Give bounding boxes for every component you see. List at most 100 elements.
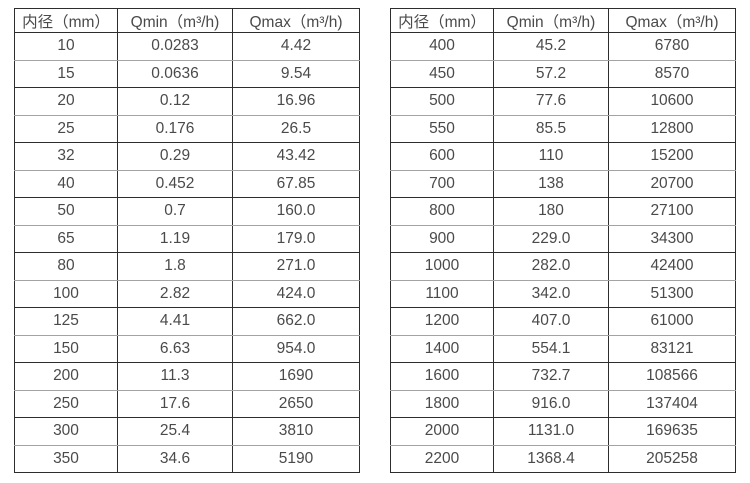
table-row: 15 0.0636 9.54 <box>14 60 360 88</box>
table-cell: 550 <box>390 115 494 143</box>
table-row: 150 6.63 954.0 <box>14 335 360 363</box>
table-cell: 40 <box>14 170 118 198</box>
table-row: 125 4.41 662.0 <box>14 307 360 336</box>
table-cell: 554.1 <box>493 335 609 363</box>
table-body: 10 0.0283 4.42 15 0.0636 9.54 20 0.12 16.96 25 0.1… <box>14 32 360 473</box>
table-row: 80 1.8 271.0 <box>14 252 360 281</box>
table-cell: 662.0 <box>232 307 360 336</box>
table-row: 50 0.7 160.0 <box>14 197 360 226</box>
table-cell: 34.6 <box>117 445 233 473</box>
table-cell: 100 <box>14 280 118 308</box>
table-cell: 20700 <box>608 170 736 198</box>
flow-spec-table-left: 内径（mm） Qmin（m³/h) Qmax（m³/h) 10 0.0283 4.4… <box>14 8 360 473</box>
table-row: 1600 732.7 108566 <box>390 362 736 391</box>
table-row: 350 34.6 5190 <box>15 445 360 473</box>
table-cell: 137404 <box>608 390 736 418</box>
table-row: 25 0.176 26.5 <box>14 115 360 143</box>
table-cell: 2650 <box>232 390 360 418</box>
table-row: 500 77.6 10600 <box>390 87 736 116</box>
col-header-inner-diameter: 内径（mm） <box>390 8 494 33</box>
table-cell: 108566 <box>608 362 736 391</box>
table-cell: 85.5 <box>493 115 609 143</box>
table-cell: 8570 <box>608 60 736 88</box>
table-cell: 16.96 <box>232 87 360 116</box>
table-cell: 1200 <box>390 307 494 336</box>
table-cell: 4.42 <box>232 32 360 61</box>
table-row: 1000 282.0 42400 <box>390 252 736 281</box>
table-cell: 169635 <box>608 417 736 446</box>
table-cell: 2000 <box>390 417 494 446</box>
col-header-qmin: Qmin（m³/h) <box>117 8 233 33</box>
table-row: 100 2.82 424.0 <box>14 280 360 308</box>
table-row: 250 17.6 2650 <box>14 390 360 418</box>
table-cell: 11.3 <box>117 362 233 391</box>
table-cell: 0.0636 <box>117 60 233 88</box>
table-cell: 27100 <box>608 197 736 226</box>
table-cell: 2200 <box>424 449 460 467</box>
table-row: 1400 554.1 83121 <box>390 335 736 363</box>
table-cell: 350 <box>53 449 79 467</box>
table-cell: 15 <box>14 60 118 88</box>
table-row: 550 85.5 12800 <box>390 115 736 143</box>
table-cell: 32 <box>14 142 118 171</box>
table-cell: 271.0 <box>232 252 360 281</box>
table-row: 2000 1131.0 169635 <box>390 417 736 446</box>
table-cell: 2.82 <box>117 280 233 308</box>
table-cell: 25.4 <box>117 417 233 446</box>
table-cell: 67.85 <box>232 170 360 198</box>
table-cell: 700 <box>390 170 494 198</box>
table-cell: 34300 <box>608 225 736 253</box>
table-cell: 450 <box>390 60 494 88</box>
table-row: 800 180 27100 <box>390 197 736 226</box>
table-cell: 9.54 <box>232 60 360 88</box>
table-cell: 65 <box>14 225 118 253</box>
flow-spec-table-right: 内径（mm） Qmin（m³/h) Qmax（m³/h) 400 45.2 6780… <box>390 8 736 473</box>
table-cell: 12800 <box>608 115 736 143</box>
table-cell: 180 <box>493 197 609 226</box>
table-cell: 179.0 <box>232 225 360 253</box>
table-cell: 424.0 <box>232 280 360 308</box>
table-cell: 0.452 <box>117 170 233 198</box>
table-cell: 6780 <box>608 32 736 61</box>
table-cell: 6.63 <box>117 335 233 363</box>
table-cell: 15200 <box>608 142 736 171</box>
table-cell: 1.8 <box>117 252 233 281</box>
table-cell: 0.0283 <box>117 32 233 61</box>
table-row: 2200 1368.4 205258 <box>391 445 736 473</box>
table-cell: 80 <box>14 252 118 281</box>
table-row: 700 138 20700 <box>390 170 736 198</box>
table-cell: 5190 <box>232 445 360 473</box>
table-row: 400 45.2 6780 <box>390 32 736 61</box>
table-cell: 51300 <box>608 280 736 308</box>
col-header-qmax: Qmax（m³/h) <box>608 8 736 33</box>
table-cell: 1100 <box>390 280 494 308</box>
header-row: 内径（mm） Qmin（m³/h) Qmax（m³/h) <box>14 8 360 33</box>
table-cell: 342.0 <box>493 280 609 308</box>
table-row: 40 0.452 67.85 <box>14 170 360 198</box>
table-cell: 200 <box>14 362 118 391</box>
table-cell: 205258 <box>608 445 736 473</box>
table-cell: 138 <box>493 170 609 198</box>
table-cell: 1131.0 <box>493 417 609 446</box>
table-cell: 42400 <box>608 252 736 281</box>
table-row: 65 1.19 179.0 <box>14 225 360 253</box>
table-cell: 26.5 <box>232 115 360 143</box>
table-cell: 500 <box>390 87 494 116</box>
table-row: 20 0.12 16.96 <box>14 87 360 116</box>
table-row: 1200 407.0 61000 <box>390 307 736 336</box>
table-cell: 600 <box>390 142 494 171</box>
table-cell: 4.41 <box>117 307 233 336</box>
table-cell: 150 <box>14 335 118 363</box>
table-cell: 160.0 <box>232 197 360 226</box>
table-cell: 954.0 <box>232 335 360 363</box>
table-cell: 20 <box>14 87 118 116</box>
table-cell: 1600 <box>390 362 494 391</box>
table-cell: 0.29 <box>117 142 233 171</box>
table-cell: 1000 <box>390 252 494 281</box>
table-cell: 125 <box>14 307 118 336</box>
table-cell: 1368.4 <box>493 445 609 473</box>
flow-spec-tables: 内径（mm） Qmin（m³/h) Qmax（m³/h) 10 0.0283 4.4… <box>14 8 736 473</box>
table-cell: 1400 <box>390 335 494 363</box>
table-row: 900 229.0 34300 <box>390 225 736 253</box>
table-row: 1800 916.0 137404 <box>390 390 736 418</box>
